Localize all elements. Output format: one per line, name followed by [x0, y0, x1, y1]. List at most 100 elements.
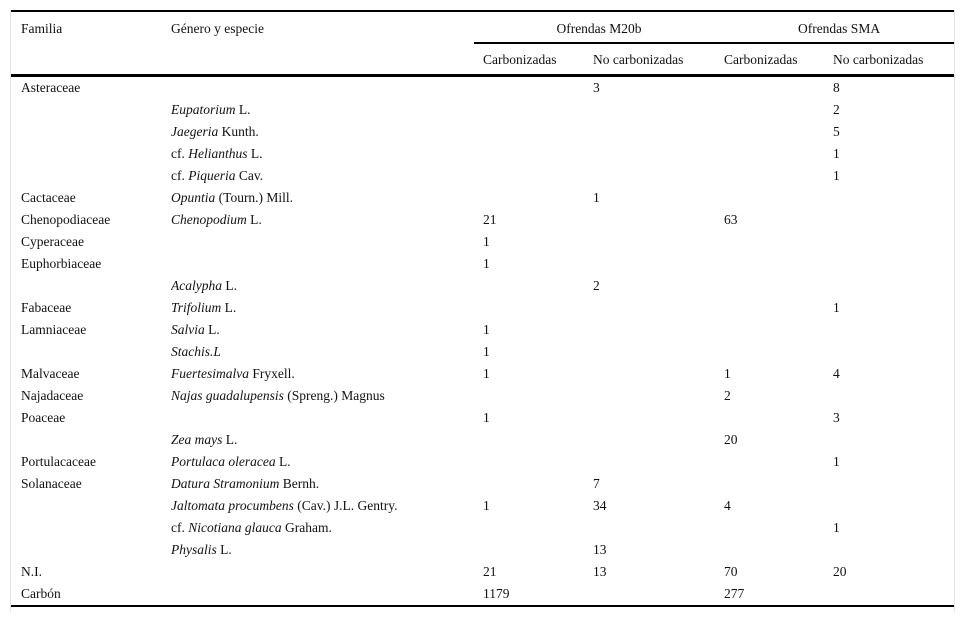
genero-cell: [171, 75, 474, 99]
sma-no-carbonizadas-cell: [833, 473, 954, 495]
sma-no-carbonizadas-cell: [833, 385, 954, 407]
sma-carbonizadas-cell: 1: [724, 365, 731, 381]
genero-authority: L.: [247, 145, 263, 161]
sma-no-carbonizadas-cell: [833, 495, 954, 517]
sma-no-carbonizadas-cell: [833, 275, 954, 297]
m20b-carbonizadas-cell: [474, 473, 593, 495]
genero-authority: Graham.: [281, 519, 332, 535]
sma-no-carbonizadas-cell: 1: [833, 453, 840, 469]
sma-carbonizadas-cell: 70: [724, 563, 738, 579]
sma-carbonizadas-cell: [724, 275, 833, 297]
table-row: Jaltomata procumbens (Cav.) J.L. Gentry.…: [11, 495, 954, 517]
genero-cell: cf. Piqueria Cav.: [171, 165, 474, 187]
genero-cell: Zea mays L.: [171, 429, 474, 451]
familia-cell: [11, 99, 171, 121]
table-row: Chenopodiaceae Chenopodium L. 21 63: [11, 209, 954, 231]
m20b-no-carbonizadas-cell: 1: [593, 189, 600, 205]
table-row: Poaceae 1 3: [11, 407, 954, 429]
sma-no-carbonizadas-cell: [833, 231, 954, 253]
genero-italic-name: Zea mays: [171, 431, 223, 447]
m20b-carbonizadas-cell: 21: [483, 211, 497, 227]
sma-no-carbonizadas-cell: 8: [833, 79, 840, 95]
table-row: Najadaceae Najas guadalupensis (Spreng.)…: [11, 385, 954, 407]
m20b-carbonizadas-cell: [474, 99, 593, 121]
genero-cell: Jaltomata procumbens (Cav.) J.L. Gentry.: [171, 495, 474, 517]
genero-authority: L.: [216, 541, 232, 557]
m20b-no-carbonizadas-cell: [593, 385, 724, 407]
genero-authority: (Tourn.) Mill.: [215, 189, 294, 205]
table-row: Jaegeria Kunth. 5: [11, 121, 954, 143]
carbonizadas-sma-header: Carbonizadas: [724, 52, 798, 67]
sma-carbonizadas-cell: 63: [724, 211, 738, 227]
m20b-carbonizadas-cell: 1: [483, 255, 490, 271]
familia-label: Malvaceae: [21, 365, 80, 381]
familia-label: Poaceae: [21, 409, 66, 425]
familia-cell: N.I.: [11, 561, 171, 583]
sma-no-carbonizadas-cell: [833, 539, 954, 561]
genero-italic-name: Salvia: [171, 321, 205, 337]
sma-carbonizadas-cell: [724, 539, 833, 561]
genero-header: Género y especie: [171, 21, 264, 36]
m20b-carbonizadas-cell: [474, 75, 593, 99]
table-row: Zea mays L. 20: [11, 429, 954, 451]
sma-carbonizadas-cell: 2: [724, 387, 731, 403]
no-carbonizadas-sma-header: No carbonizadas: [833, 52, 924, 67]
genero-cell: Eupatorium L.: [171, 99, 474, 121]
m20b-carbonizadas-cell: 1: [483, 321, 490, 337]
m20b-carbonizadas-cell: [474, 297, 593, 319]
genero-italic-name: Stachis.L: [171, 343, 221, 359]
sma-no-carbonizadas-cell: 1: [833, 519, 840, 535]
familia-cell: Asteraceae: [11, 75, 171, 99]
familia-label: N.I.: [21, 563, 42, 579]
m20b-carbonizadas-cell: [474, 121, 593, 143]
table-row: Carbón 1179 277: [11, 583, 954, 606]
m20b-carbonizadas-cell: [474, 429, 593, 451]
familia-cell: [11, 143, 171, 165]
genero-prefix: cf.: [171, 145, 189, 161]
genero-cell: Fuertesimalva Fryxell.: [171, 363, 474, 385]
sma-no-carbonizadas-cell: [833, 253, 954, 275]
genero-cell: [171, 407, 474, 429]
genero-cell: cf. Nicotiana glauca Graham.: [171, 517, 474, 539]
genero-italic-name: Trifolium: [171, 299, 222, 315]
table-row: Euphorbiaceae 1: [11, 253, 954, 275]
genero-italic-name: Piqueria: [188, 167, 236, 183]
genero-cell: Chenopodium L.: [171, 209, 474, 231]
sma-no-carbonizadas-cell: 3: [833, 409, 840, 425]
sma-no-carbonizadas-cell: [833, 583, 954, 606]
familia-cell: [11, 341, 171, 363]
no-carbonizadas-m20b-header: No carbonizadas: [593, 52, 684, 67]
familia-cell: Euphorbiaceae: [11, 253, 171, 275]
table-row: Fabaceae Trifolium L. 1: [11, 297, 954, 319]
m20b-no-carbonizadas-cell: [593, 583, 724, 606]
sma-no-carbonizadas-cell: 5: [833, 123, 840, 139]
m20b-no-carbonizadas-cell: [593, 363, 724, 385]
table-row: Portulacaceae Portulaca oleracea L. 1: [11, 451, 954, 473]
table-row: Lamniaceae Salvia L. 1: [11, 319, 954, 341]
sma-no-carbonizadas-cell: 4: [833, 365, 840, 381]
genero-authority: L.: [246, 211, 262, 227]
header-row-subcolumns: Carbonizadas No carbonizadas Carbonizada…: [11, 43, 954, 75]
familia-cell: Portulacaceae: [11, 451, 171, 473]
genero-cell: [171, 231, 474, 253]
sma-no-carbonizadas-cell: [833, 319, 954, 341]
ofrendas-m20b-header: Ofrendas M20b: [474, 11, 725, 44]
m20b-no-carbonizadas-cell: 13: [593, 541, 607, 557]
m20b-carbonizadas-cell: [474, 275, 593, 297]
sma-carbonizadas-cell: [724, 451, 833, 473]
genero-cell: Najas guadalupensis (Spreng.) Magnus: [171, 385, 474, 407]
table-row: Cactaceae Opuntia (Tourn.) Mill. 1: [11, 187, 954, 209]
familia-label: Euphorbiaceae: [21, 255, 102, 271]
m20b-no-carbonizadas-cell: [593, 209, 724, 231]
genero-authority: Cav.: [235, 167, 264, 183]
m20b-no-carbonizadas-cell: [593, 253, 724, 275]
familia-label: Lamniaceae: [21, 321, 87, 337]
genero-authority: Fryxell.: [248, 365, 295, 381]
genero-authority: L.: [221, 277, 237, 293]
sma-carbonizadas-cell: [724, 341, 833, 363]
genero-italic-name: Helianthus: [188, 145, 248, 161]
sma-carbonizadas-cell: [724, 407, 833, 429]
familia-label: Solanaceae: [21, 475, 82, 491]
familia-cell: Fabaceae: [11, 297, 171, 319]
m20b-carbonizadas-cell: 1: [483, 409, 490, 425]
